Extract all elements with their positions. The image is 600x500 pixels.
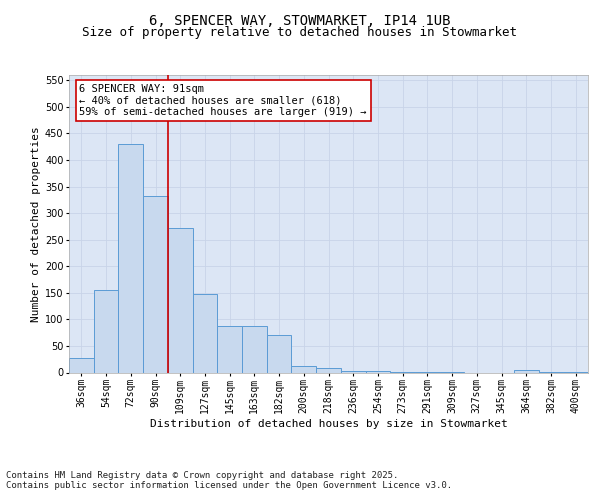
Text: Contains HM Land Registry data © Crown copyright and database right 2025.
Contai: Contains HM Land Registry data © Crown c… (6, 471, 452, 490)
Bar (118, 144, 143, 372)
Bar (143, 196, 168, 372)
Bar (94, 290, 118, 372)
Text: Size of property relative to detached houses in Stowmarket: Size of property relative to detached ho… (83, 26, 517, 39)
Bar (267, 336, 292, 372)
Text: 6, SPENCER WAY, STOWMARKET, IP14 1UB: 6, SPENCER WAY, STOWMARKET, IP14 1UB (149, 14, 451, 28)
Bar (168, 228, 193, 372)
Bar (69, 358, 94, 372)
Text: 6 SPENCER WAY: 91sqm
← 40% of detached houses are smaller (618)
59% of semi-deta: 6 SPENCER WAY: 91sqm ← 40% of detached h… (79, 84, 367, 117)
X-axis label: Distribution of detached houses by size in Stowmarket: Distribution of detached houses by size … (149, 419, 508, 429)
Bar (514, 370, 539, 372)
Y-axis label: Number of detached properties: Number of detached properties (31, 126, 41, 322)
Bar (292, 366, 316, 372)
Bar (193, 294, 217, 372)
Bar (316, 368, 341, 372)
Bar (341, 371, 365, 372)
Bar (217, 326, 242, 372)
Bar (242, 326, 267, 372)
